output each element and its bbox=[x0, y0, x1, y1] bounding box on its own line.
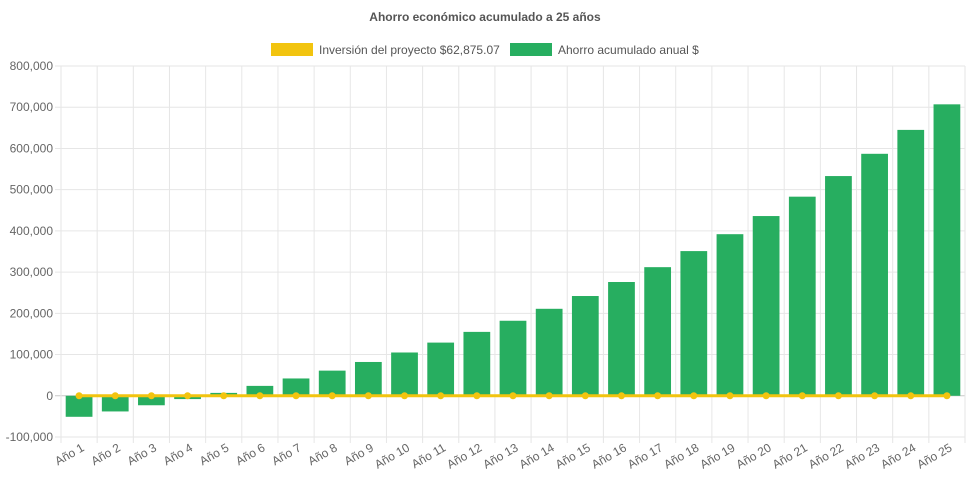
y-tick-label: 0 bbox=[46, 389, 53, 403]
grid bbox=[55, 65, 966, 443]
point-inversion[interactable] bbox=[545, 392, 553, 400]
legend-label-savings: Ahorro acumulado anual $ bbox=[558, 43, 699, 57]
bar-ahorro[interactable] bbox=[897, 129, 925, 396]
x-tick-label: Año 17 bbox=[625, 440, 665, 471]
bar-ahorro[interactable] bbox=[246, 385, 274, 396]
x-tick-label: Año 15 bbox=[553, 440, 593, 471]
bar-ahorro[interactable] bbox=[680, 251, 708, 396]
bar-ahorro[interactable] bbox=[788, 196, 816, 396]
bar-ahorro[interactable] bbox=[138, 395, 165, 406]
bar-ahorro[interactable] bbox=[354, 361, 382, 396]
point-inversion[interactable] bbox=[654, 392, 662, 400]
x-tick-label: Año 5 bbox=[197, 440, 231, 468]
bar-ahorro[interactable] bbox=[101, 395, 129, 412]
y-tick-label: 200,000 bbox=[10, 306, 54, 320]
point-inversion[interactable] bbox=[943, 392, 951, 400]
point-inversion[interactable] bbox=[364, 392, 372, 400]
y-tick-label: 500,000 bbox=[10, 183, 54, 197]
point-inversion[interactable] bbox=[220, 392, 228, 400]
investment-line bbox=[75, 392, 951, 400]
bar-ahorro[interactable] bbox=[65, 395, 93, 417]
bar-ahorro[interactable] bbox=[861, 153, 888, 396]
x-tick-label: Año 20 bbox=[734, 440, 774, 471]
x-tick-label: Año 8 bbox=[306, 440, 340, 468]
x-tick-label: Año 10 bbox=[372, 440, 412, 471]
point-inversion[interactable] bbox=[147, 392, 155, 400]
point-inversion[interactable] bbox=[75, 392, 83, 400]
x-tick-label: Año 3 bbox=[125, 440, 159, 468]
point-inversion[interactable] bbox=[762, 392, 770, 400]
x-tick-label: Año 9 bbox=[342, 440, 376, 468]
point-inversion[interactable] bbox=[581, 392, 589, 400]
point-inversion[interactable] bbox=[256, 392, 264, 400]
x-tick-label: Año 7 bbox=[269, 440, 303, 468]
point-inversion[interactable] bbox=[437, 392, 445, 400]
y-tick-label: 600,000 bbox=[10, 141, 54, 155]
x-tick-label: Año 1 bbox=[52, 440, 86, 468]
point-inversion[interactable] bbox=[184, 392, 192, 400]
x-tick-label: Año 25 bbox=[914, 440, 954, 471]
x-tick-label: Año 24 bbox=[878, 440, 918, 471]
x-tick-label: Año 22 bbox=[806, 440, 846, 471]
bar-ahorro[interactable] bbox=[463, 331, 491, 396]
legend-swatch-savings bbox=[510, 43, 552, 56]
point-inversion[interactable] bbox=[798, 392, 806, 400]
point-inversion[interactable] bbox=[726, 392, 734, 400]
x-tick-label: Año 11 bbox=[409, 440, 448, 471]
x-axis: Año 1 Año 2 Año 3 Año 4 Año 5 Año 6 Año 7 Año 8… bbox=[52, 440, 954, 471]
chart-title: Ahorro económico acumulado a 25 años bbox=[369, 10, 601, 24]
x-tick-label: Año 21 bbox=[770, 440, 810, 471]
bar-ahorro[interactable] bbox=[644, 267, 672, 396]
x-tick-label: Año 14 bbox=[517, 440, 557, 471]
legend-item-investment[interactable]: Inversión del proyecto $62,875.07 bbox=[271, 43, 500, 57]
bars bbox=[65, 104, 961, 417]
x-tick-label: Año 2 bbox=[89, 440, 123, 468]
point-inversion[interactable] bbox=[401, 392, 409, 400]
legend-swatch-investment bbox=[271, 43, 313, 56]
bar-ahorro[interactable] bbox=[716, 234, 744, 396]
bar-ahorro[interactable] bbox=[608, 282, 635, 396]
y-tick-label: 800,000 bbox=[10, 59, 54, 73]
x-tick-label: Año 23 bbox=[842, 440, 882, 471]
y-tick-label: -100,000 bbox=[6, 430, 54, 444]
x-tick-label: Año 19 bbox=[698, 440, 738, 471]
point-inversion[interactable] bbox=[292, 392, 300, 400]
y-tick-label: 700,000 bbox=[10, 100, 54, 114]
y-tick-label: 100,000 bbox=[10, 348, 54, 362]
bar-ahorro[interactable] bbox=[535, 308, 563, 396]
bar-ahorro[interactable] bbox=[318, 370, 346, 396]
bar-ahorro[interactable] bbox=[752, 216, 780, 396]
point-inversion[interactable] bbox=[328, 392, 336, 400]
point-inversion[interactable] bbox=[907, 392, 915, 400]
point-inversion[interactable] bbox=[690, 392, 698, 400]
bar-ahorro[interactable] bbox=[499, 320, 527, 396]
legend-label-investment: Inversión del proyecto $62,875.07 bbox=[319, 43, 500, 57]
point-inversion[interactable] bbox=[509, 392, 517, 400]
point-inversion[interactable] bbox=[617, 392, 625, 400]
point-inversion[interactable] bbox=[111, 392, 119, 400]
x-tick-label: Año 18 bbox=[661, 440, 701, 471]
y-tick-label: 300,000 bbox=[10, 265, 54, 279]
x-tick-label: Año 6 bbox=[233, 440, 267, 468]
y-axis: 800,000 700,000 600,000 500,000 400,000 300,0… bbox=[6, 59, 54, 444]
bar-ahorro[interactable] bbox=[391, 352, 418, 396]
bar-ahorro[interactable] bbox=[282, 378, 310, 396]
bar-ahorro[interactable] bbox=[427, 342, 455, 396]
bar-ahorro[interactable] bbox=[571, 296, 599, 396]
legend[interactable]: Inversión del proyecto $62,875.07 Ahorro… bbox=[271, 43, 699, 57]
bar-ahorro[interactable] bbox=[933, 104, 961, 396]
bar-ahorro[interactable] bbox=[825, 176, 852, 396]
x-tick-label: Año 16 bbox=[589, 440, 629, 471]
legend-item-savings[interactable]: Ahorro acumulado anual $ bbox=[510, 43, 699, 57]
point-inversion[interactable] bbox=[871, 392, 879, 400]
x-tick-label: Año 13 bbox=[481, 440, 521, 471]
x-tick-label: Año 12 bbox=[444, 440, 484, 471]
y-tick-label: 400,000 bbox=[10, 224, 54, 238]
point-inversion[interactable] bbox=[834, 392, 842, 400]
x-tick-label: Año 4 bbox=[161, 440, 195, 468]
point-inversion[interactable] bbox=[473, 392, 481, 400]
